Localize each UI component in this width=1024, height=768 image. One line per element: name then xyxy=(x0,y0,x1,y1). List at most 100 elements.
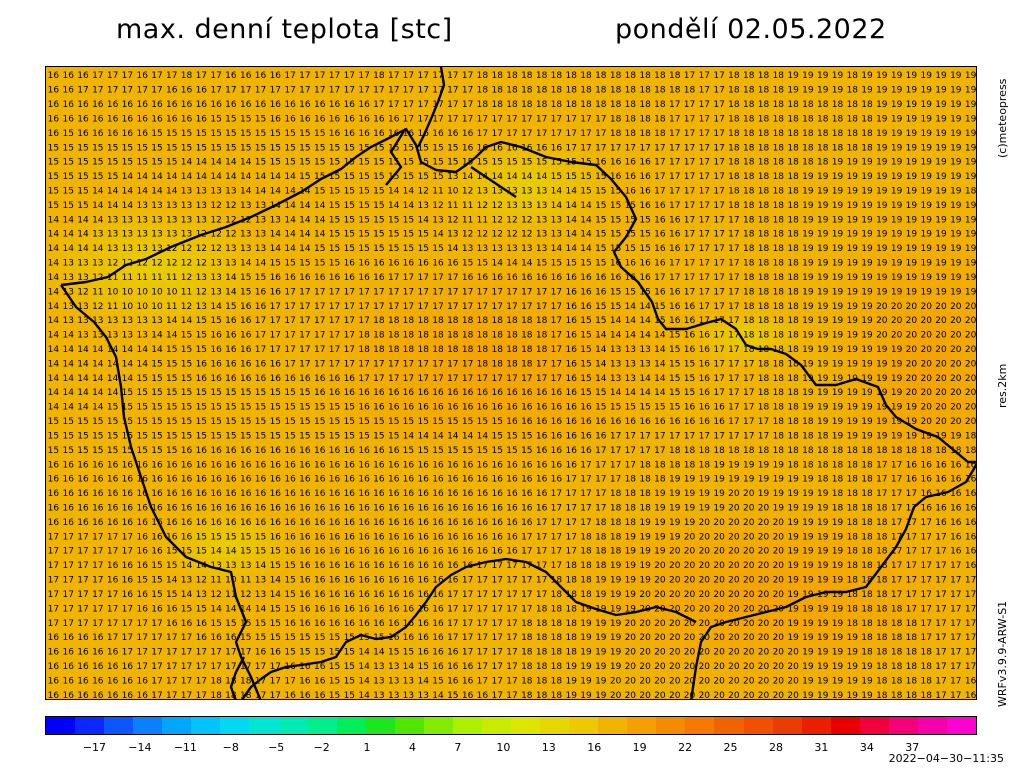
grid-value: 15 xyxy=(344,143,355,153)
grid-value: 15 xyxy=(329,143,340,153)
grid-value: 16 xyxy=(536,273,548,283)
grid-value: 16 xyxy=(935,460,947,470)
grid-value: 19 xyxy=(891,187,903,197)
grid-value: 13 xyxy=(122,244,133,254)
grid-value: 18 xyxy=(935,446,947,456)
grid-value: 16 xyxy=(699,417,711,427)
grid-value: 15 xyxy=(181,143,192,153)
grid-value: 18 xyxy=(817,143,829,153)
grid-value: 13 xyxy=(255,215,266,225)
grid-value: 14 xyxy=(122,345,134,355)
grid-value: 20 xyxy=(728,504,740,514)
grid-value: 18 xyxy=(669,446,681,456)
grid-value: 19 xyxy=(832,532,844,542)
grid-value: 16 xyxy=(62,489,74,499)
grid-value: 20 xyxy=(950,302,962,312)
grid-value: 16 xyxy=(639,187,651,197)
grid-value: 18 xyxy=(654,475,666,485)
grid-value: 16 xyxy=(565,345,577,355)
grid-value: 13 xyxy=(388,676,399,686)
grid-value: 18 xyxy=(669,71,681,81)
grid-value: 15 xyxy=(270,633,281,643)
grid-value: 15 xyxy=(462,259,473,269)
grid-value: 18 xyxy=(595,547,607,557)
grid-value: 15 xyxy=(595,172,606,182)
grid-value: 19 xyxy=(625,561,637,571)
grid-value: 18 xyxy=(551,100,563,110)
grid-value: 18 xyxy=(906,633,918,643)
grid-value: 16 xyxy=(92,691,104,700)
grid-value: 16 xyxy=(358,273,370,283)
grid-value: 17 xyxy=(107,532,118,542)
grid-value: 19 xyxy=(861,676,873,686)
grid-value: 20 xyxy=(935,388,947,398)
grid-value: 16 xyxy=(240,460,252,470)
scale-segment xyxy=(481,717,511,734)
grid-value: 17 xyxy=(210,662,221,672)
grid-value: 16 xyxy=(699,388,711,398)
grid-value: 13 xyxy=(62,287,73,297)
grid-value: 15 xyxy=(240,432,251,442)
grid-value: 12 xyxy=(447,215,458,225)
grid-value: 14 xyxy=(48,388,60,398)
grid-value: 13 xyxy=(240,201,251,211)
grid-value: 14 xyxy=(580,201,592,211)
grid-value: 16 xyxy=(344,518,356,528)
grid-value: 18 xyxy=(373,331,385,341)
grid-value: 15 xyxy=(521,446,532,456)
grid-value: 14 xyxy=(299,215,311,225)
grid-value: 14 xyxy=(595,359,607,369)
grid-value: 16 xyxy=(122,100,134,110)
grid-value: 17 xyxy=(491,129,502,139)
grid-value: 15 xyxy=(388,244,399,254)
grid-value: 18 xyxy=(876,662,888,672)
grid-value: 17 xyxy=(891,576,902,586)
grid-value: 16 xyxy=(417,518,429,528)
warm-zone-central xyxy=(286,247,686,487)
grid-value: 16 xyxy=(462,532,474,542)
grid-value: 19 xyxy=(595,633,607,643)
grid-value: 16 xyxy=(358,403,370,413)
grid-value: 16 xyxy=(388,532,400,542)
scale-segment xyxy=(278,717,308,734)
grid-value: 19 xyxy=(669,489,681,499)
grid-value: 16 xyxy=(344,446,356,456)
grid-value: 17 xyxy=(935,561,946,571)
grid-value: 18 xyxy=(861,547,873,557)
grid-value: 16 xyxy=(196,86,208,96)
grid-value: 17 xyxy=(551,345,562,355)
grid-value: 19 xyxy=(891,244,903,254)
grid-value: 17 xyxy=(728,403,739,413)
scale-segment xyxy=(75,717,105,734)
grid-value: 16 xyxy=(906,460,918,470)
grid-value: 19 xyxy=(802,388,814,398)
map-title: max. denní teplota [stc] xyxy=(116,14,453,45)
grid-value: 19 xyxy=(580,676,592,686)
border-east-south xyxy=(690,463,976,699)
grid-value: 13 xyxy=(92,331,103,341)
grid-value: 17 xyxy=(743,417,754,427)
scale-segment xyxy=(801,717,831,734)
border-north xyxy=(60,127,976,464)
grid-value: 19 xyxy=(787,547,799,557)
grid-value: 14 xyxy=(580,244,592,254)
grid-value: 18 xyxy=(743,316,755,326)
grid-value: 13 xyxy=(92,316,103,326)
grid-value: 15 xyxy=(225,403,236,413)
grid-value: 17 xyxy=(906,547,917,557)
grid-value: 15 xyxy=(255,388,266,398)
grid-value: 15 xyxy=(329,158,340,168)
grid-value: 16 xyxy=(388,518,400,528)
grid-value: 15 xyxy=(92,158,103,168)
grid-value: 18 xyxy=(743,71,755,81)
scale-tick-label: −8 xyxy=(222,741,239,754)
grid-value: 15 xyxy=(255,158,266,168)
grid-value: 16 xyxy=(240,374,252,384)
grid-value: 16 xyxy=(314,504,326,514)
grid-value: 19 xyxy=(832,518,844,528)
grid-value: 17 xyxy=(669,158,680,168)
grid-value: 18 xyxy=(832,143,844,153)
grid-value: 17 xyxy=(935,619,946,629)
grid-value: 14 xyxy=(92,187,104,197)
grid-value: 17 xyxy=(684,259,695,269)
